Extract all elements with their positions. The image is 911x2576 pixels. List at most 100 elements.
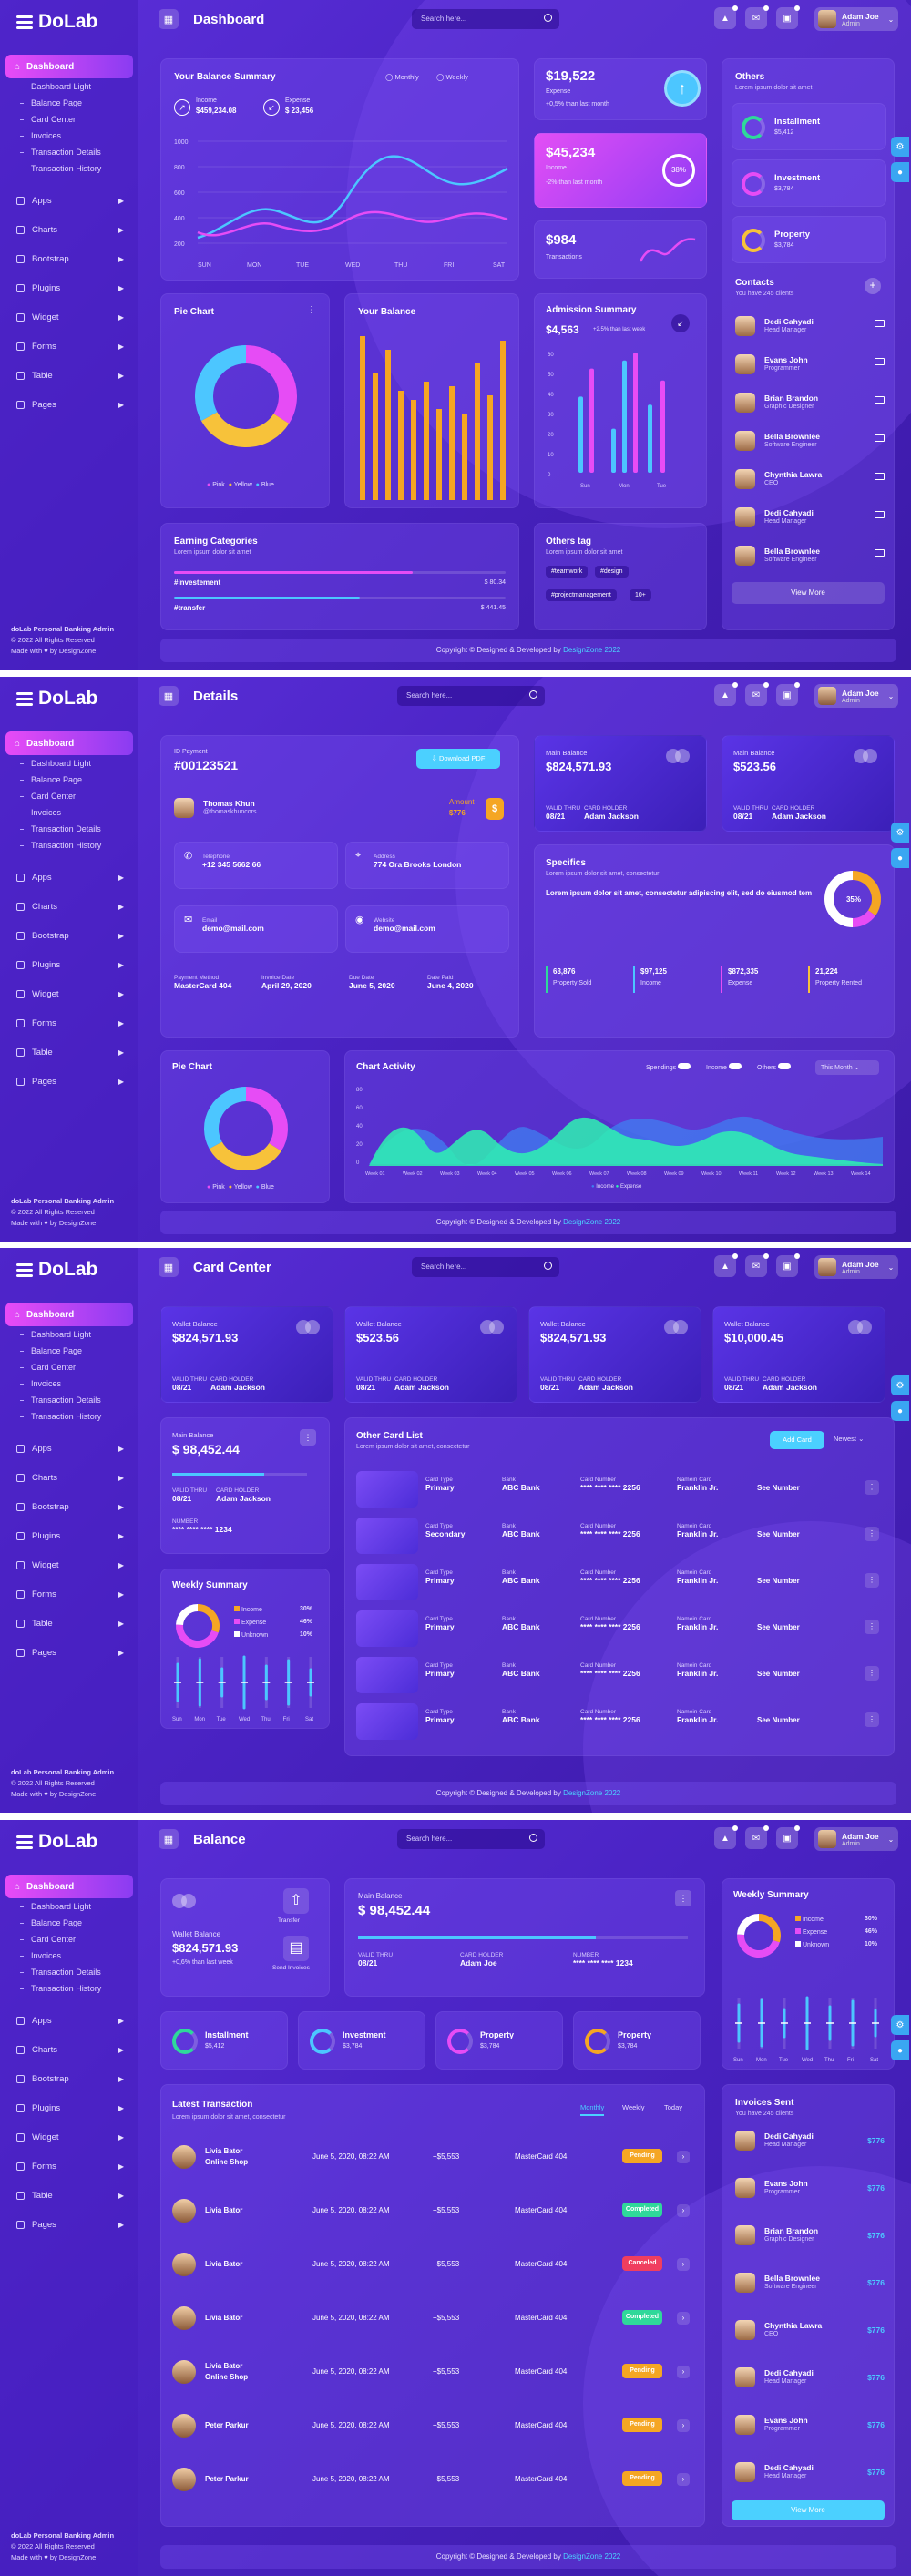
search-input[interactable]: Search here... bbox=[412, 1257, 559, 1277]
sidebar-item-widget[interactable]: Widget ▶ bbox=[5, 302, 133, 332]
more-options-icon[interactable]: ⋮ bbox=[865, 1573, 879, 1588]
mail-icon[interactable] bbox=[875, 473, 885, 480]
sort-select[interactable]: Newest ⌄ bbox=[834, 1435, 865, 1443]
sidebar-item-apps[interactable]: Apps ▶ bbox=[5, 1434, 133, 1463]
menu-toggle-button[interactable]: ▦ bbox=[159, 1829, 179, 1849]
sidebar-subitem[interactable]: Transaction History bbox=[5, 1980, 133, 1997]
theme-widget-button[interactable]: ● bbox=[891, 162, 909, 182]
sidebar-subitem[interactable]: Card Center bbox=[5, 788, 133, 804]
brand-logo[interactable]: DoLab bbox=[16, 11, 97, 33]
sidebar-subitem[interactable]: Invoices bbox=[5, 804, 133, 821]
sidebar-item-plugins[interactable]: Plugins ▶ bbox=[5, 950, 133, 979]
chevron-right-icon[interactable]: › bbox=[677, 2419, 690, 2432]
sidebar-item-dashboard[interactable]: ⌂ Dashboard bbox=[5, 731, 133, 755]
sidebar-subitem[interactable]: Invoices bbox=[5, 128, 133, 144]
tag-pill[interactable]: #teamwork bbox=[546, 566, 589, 578]
sidebar-subitem[interactable]: Transaction History bbox=[5, 160, 133, 177]
sidebar-subitem[interactable]: Dashboard Light bbox=[5, 78, 133, 95]
period-select[interactable]: This Month ⌄ bbox=[815, 1060, 879, 1075]
brand-logo[interactable]: DoLab bbox=[16, 688, 97, 710]
contact-item[interactable]: Chynthia Lawra CEO bbox=[735, 464, 885, 498]
search-input[interactable]: Search here... bbox=[397, 1829, 545, 1849]
stat-card[interactable]: Property $3,784 bbox=[435, 2011, 563, 2070]
sidebar-subitem[interactable]: Card Center bbox=[5, 111, 133, 128]
card-list-row[interactable]: Card Type Secondary Bank ABC Bank Card Num… bbox=[356, 1516, 883, 1556]
sidebar-subitem[interactable]: Invoices bbox=[5, 1947, 133, 1964]
sidebar-subitem[interactable]: Dashboard Light bbox=[5, 1898, 133, 1915]
add-card-button[interactable]: Add Card bbox=[770, 1431, 824, 1449]
view-more-button[interactable]: View More bbox=[732, 582, 885, 604]
notification-button[interactable]: ▲ bbox=[714, 682, 738, 706]
sidebar-item-bootstrap[interactable]: Bootstrap ▶ bbox=[5, 2064, 133, 2093]
sidebar-subitem[interactable]: Transaction Details bbox=[5, 1964, 133, 1980]
transaction-row[interactable]: Livia Bator Online Shop June 5, 2020, 08:… bbox=[172, 2353, 693, 2393]
invoice-item[interactable]: Brian Brandon Graphic Designer $776 bbox=[735, 2220, 885, 2254]
wallet-card[interactable]: Wallet Balance $523.56 VALID THRU 08/21 CAR… bbox=[344, 1306, 517, 1403]
user-menu[interactable]: Adam Joe Admin ⌄ bbox=[814, 7, 898, 31]
sidebar-item-dashboard[interactable]: ⌂ Dashboard bbox=[5, 1875, 133, 1898]
invoice-item[interactable]: Chynthia Lawra CEO $776 bbox=[735, 2315, 885, 2349]
card-list-row[interactable]: Card Type Primary Bank ABC Bank Card Numbe… bbox=[356, 1469, 883, 1509]
settings-widget-button[interactable]: ⚙ bbox=[891, 2015, 909, 2035]
sidebar-subitem[interactable]: Dashboard Light bbox=[5, 755, 133, 772]
brand-logo[interactable]: DoLab bbox=[16, 1259, 97, 1281]
card-list-row[interactable]: Card Type Primary Bank ABC Bank Card Numbe… bbox=[356, 1562, 883, 1602]
tag-pill[interactable]: 10+ bbox=[630, 589, 651, 601]
wallet-card[interactable]: Wallet Balance $824,571.93 VALID THRU 08/2… bbox=[528, 1306, 701, 1403]
notification-button[interactable]: ▲ bbox=[714, 1253, 738, 1277]
notification-button[interactable]: ▲ bbox=[714, 5, 738, 29]
see-number-link[interactable]: See Number bbox=[757, 1670, 800, 1678]
sidebar-subitem[interactable]: Card Center bbox=[5, 1931, 133, 1947]
contact-item[interactable]: Dedi Cahyadi Head Manager bbox=[735, 502, 885, 537]
more-options-icon[interactable]: ⋮ bbox=[865, 1527, 879, 1541]
transaction-row[interactable]: Livia Bator June 5, 2020, 08:22 AM +$5,5… bbox=[172, 2245, 693, 2285]
sidebar-item-apps[interactable]: Apps ▶ bbox=[5, 186, 133, 215]
chevron-right-icon[interactable]: › bbox=[677, 2366, 690, 2378]
messages-button[interactable]: ✉ bbox=[745, 5, 769, 29]
sidebar-item-widget[interactable]: Widget ▶ bbox=[5, 1550, 133, 1579]
invoice-item[interactable]: Dedi Cahyadi Head Manager $776 bbox=[735, 2125, 885, 2160]
sidebar-subitem[interactable]: Transaction Details bbox=[5, 1392, 133, 1408]
user-menu[interactable]: Adam Joe Admin ⌄ bbox=[814, 1255, 898, 1279]
stat-card[interactable]: Property $3,784 bbox=[573, 2011, 701, 2070]
send-invoices-button[interactable]: ▤ bbox=[283, 1936, 309, 1961]
theme-widget-button[interactable]: ● bbox=[891, 1401, 909, 1421]
invoice-item[interactable]: Dedi Cahyadi Head Manager $776 bbox=[735, 2362, 885, 2397]
download-pdf-button[interactable]: ⇩ Download PDF bbox=[416, 749, 500, 769]
tab-weekly[interactable]: Weekly bbox=[622, 2103, 645, 2111]
calendar-button[interactable]: ▣ bbox=[776, 5, 800, 29]
sidebar-item-charts[interactable]: Charts ▶ bbox=[5, 2035, 133, 2064]
monthly-radio[interactable]: ◯ Monthly bbox=[385, 73, 419, 81]
sidebar-subitem[interactable]: Card Center bbox=[5, 1359, 133, 1375]
tab-today[interactable]: Today bbox=[664, 2103, 683, 2111]
see-number-link[interactable]: See Number bbox=[757, 1530, 800, 1538]
sidebar-item-table[interactable]: Table ▶ bbox=[5, 1038, 133, 1067]
sidebar-subitem[interactable]: Balance Page bbox=[5, 95, 133, 111]
weekly-radio[interactable]: ◯ Weekly bbox=[436, 73, 468, 81]
calendar-button[interactable]: ▣ bbox=[776, 1825, 800, 1849]
sidebar-item-table[interactable]: Table ▶ bbox=[5, 1609, 133, 1638]
tag-pill[interactable]: #projectmanagement bbox=[546, 589, 617, 601]
sidebar-item-pages[interactable]: Pages ▶ bbox=[5, 2210, 133, 2239]
transfer-button[interactable]: ⇧ bbox=[283, 1888, 309, 1914]
others-item[interactable]: Property $3,784 bbox=[732, 216, 886, 263]
see-number-link[interactable]: See Number bbox=[757, 1577, 800, 1585]
spendings-toggle[interactable]: Spendings bbox=[646, 1063, 691, 1071]
others-item[interactable]: Installment $5,412 bbox=[732, 103, 886, 150]
tag-pill[interactable]: #design bbox=[595, 566, 629, 578]
add-contact-button[interactable]: + bbox=[865, 278, 881, 294]
transaction-row[interactable]: Livia Bator June 5, 2020, 08:22 AM +$5,5… bbox=[172, 2299, 693, 2339]
sidebar-item-dashboard[interactable]: ⌂ Dashboard bbox=[5, 1303, 133, 1326]
contact-item[interactable]: Bella Brownlee Software Engineer bbox=[735, 540, 885, 575]
sidebar-item-pages[interactable]: Pages ▶ bbox=[5, 390, 133, 419]
more-options-icon[interactable]: ⋮ bbox=[865, 1620, 879, 1634]
contact-item[interactable]: Dedi Cahyadi Head Manager bbox=[735, 311, 885, 345]
menu-toggle-button[interactable]: ▦ bbox=[159, 9, 179, 29]
transaction-row[interactable]: Peter Parkur June 5, 2020, 08:22 AM +$5,… bbox=[172, 2407, 693, 2447]
sidebar-item-bootstrap[interactable]: Bootstrap ▶ bbox=[5, 921, 133, 950]
settings-widget-button[interactable]: ⚙ bbox=[891, 823, 909, 843]
sidebar-item-table[interactable]: Table ▶ bbox=[5, 2181, 133, 2210]
contact-item[interactable]: Brian Brandon Graphic Designer bbox=[735, 387, 885, 422]
sidebar-item-charts[interactable]: Charts ▶ bbox=[5, 892, 133, 921]
sidebar-item-pages[interactable]: Pages ▶ bbox=[5, 1638, 133, 1667]
